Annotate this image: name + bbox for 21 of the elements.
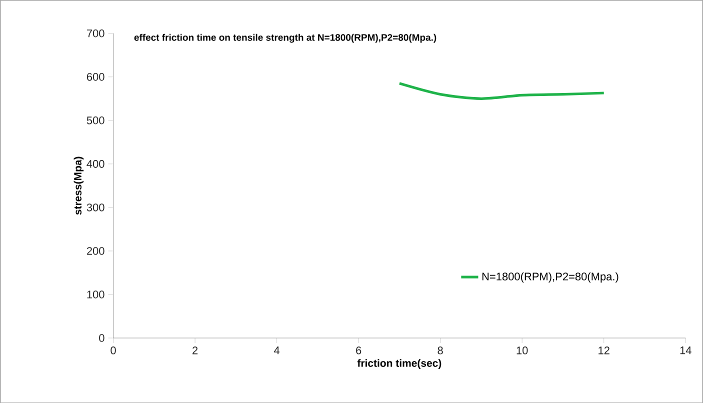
y-tick-label: 200 (86, 246, 104, 255)
line-series (398, 82, 606, 100)
x-tick-label: 8 (438, 346, 443, 354)
y-axis-title: stress(Mpa) (74, 156, 84, 215)
chart-title: effect friction time on tensile strength at N=1800(RPM),P2=80(Mpa.) (134, 34, 436, 43)
x-tick-label: 10 (516, 346, 528, 354)
x-tick-label: 12 (598, 346, 610, 354)
legend-label: N=1800(RPM),P2=80(Mpa.) (482, 272, 618, 282)
y-tick-label: 300 (86, 203, 104, 212)
x-tick-label: 0 (110, 346, 116, 354)
y-tick-label: 0 (99, 334, 104, 342)
x-tick-label: 6 (356, 346, 362, 354)
y-tick-label: 500 (86, 116, 104, 124)
y-tick-label: 600 (86, 72, 104, 81)
x-tick-label: 4 (274, 346, 280, 354)
x-tick-label: 2 (192, 346, 198, 354)
x-axis-title: friction time(sec) (357, 359, 442, 369)
y-tick-label: 400 (86, 160, 104, 168)
y-tick-label: 700 (86, 29, 104, 38)
y-tick-label: 100 (87, 290, 104, 298)
x-tick-label: 14 (680, 346, 692, 354)
